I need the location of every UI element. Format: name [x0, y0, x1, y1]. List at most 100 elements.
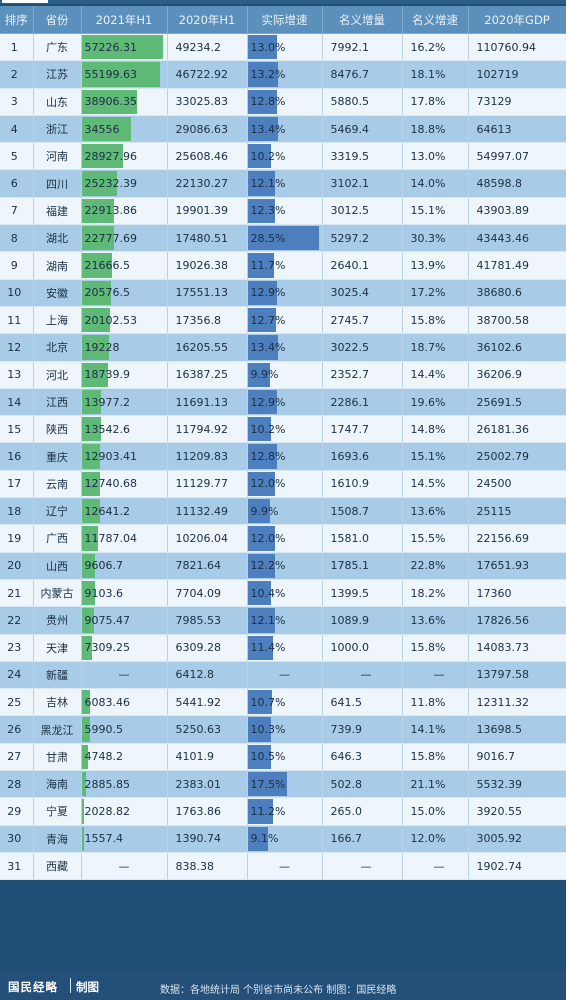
growth-bar: [247, 826, 269, 851]
table-row: 23 天津 7309.25 6309.28 11.4% 1000.0 15.8% 14083.…: [0, 634, 566, 662]
cell-real-growth: 12.7%: [247, 306, 323, 335]
growth-value-label: 12.9%: [250, 395, 286, 409]
growth-bar: [247, 280, 277, 305]
cell-province: 山东: [33, 88, 82, 116]
cell-province: 陕西: [33, 415, 82, 444]
gdp-value-label: 1557.4: [84, 832, 124, 846]
cell-h1-2020: 49234.2: [167, 33, 248, 62]
cell-nominal-increase: 7992.1: [322, 33, 403, 62]
cell-h1-2020: 6309.28: [167, 634, 248, 662]
table-row: 18 辽宁 12641.2 11132.49 9.9% 1508.7 13.6% 25115: [0, 497, 566, 526]
cell-nominal-growth: 18.2%: [402, 579, 469, 608]
growth-value-label: 12.3%: [250, 204, 286, 218]
cell-province: 浙江: [33, 115, 82, 144]
header-row: 排序 省份 2021年H1 2020年H1 实际增速 名义增量 名义增速 202…: [0, 6, 566, 34]
cell-nominal-increase: 3022.5: [322, 333, 403, 362]
cell-h1-2021: 9075.47: [81, 606, 168, 635]
gdp-value-label: 25232.39: [84, 177, 138, 191]
header-h1-2020: 2020年H1: [167, 6, 248, 34]
table-row: 9 湖南 21666.5 19026.38 11.7% 2640.1 13.9% 41781.…: [0, 251, 566, 280]
cell-real-growth: —: [247, 852, 323, 881]
gdp-bar: [81, 635, 92, 660]
cell-gdp-2020: 12311.32: [468, 688, 566, 717]
cell-h1-2021: 13542.6: [81, 415, 168, 444]
cell-province: 湖南: [33, 251, 82, 280]
growth-bar: [247, 608, 276, 633]
cell-h1-2020: 29086.63: [167, 115, 248, 144]
cell-province: 辽宁: [33, 497, 82, 526]
cell-nominal-increase: 1000.0: [322, 634, 403, 662]
cell-nominal-increase: 1581.0: [322, 524, 403, 553]
cell-province: 山西: [33, 552, 82, 580]
growth-value-label: 11.7%: [250, 259, 286, 273]
cell-h1-2020: 4101.9: [167, 743, 248, 772]
cell-h1-2020: 11209.83: [167, 442, 248, 471]
growth-bar: [247, 253, 275, 278]
cell-province: 安徽: [33, 279, 82, 307]
cell-h1-2020: 16387.25: [167, 361, 248, 389]
cell-province: 西藏: [33, 852, 82, 881]
gdp-bar: [81, 335, 109, 360]
cell-nominal-growth: 13.6%: [402, 497, 469, 526]
gdp-bar: [81, 471, 100, 497]
cell-nominal-growth: 22.8%: [402, 552, 469, 580]
cell-real-growth: 11.2%: [247, 797, 323, 826]
table-row: 27 甘肃 4748.2 4101.9 10.5% 646.3 15.8% 9016.7: [0, 743, 566, 772]
cell-gdp-2020: 17360: [468, 579, 566, 608]
gdp-value-label: 20576.5: [84, 286, 131, 300]
cell-gdp-2020: 43443.46: [468, 224, 566, 253]
cell-rank: 7: [0, 197, 34, 226]
cell-gdp-2020: 13698.5: [468, 715, 566, 744]
cell-h1-2021: —: [81, 661, 168, 690]
table-row: 4 浙江 34556 29086.63 13.4% 5469.4 18.8% 64613: [0, 115, 566, 144]
cell-province: 北京: [33, 333, 82, 362]
cell-nominal-growth: 18.8%: [402, 115, 469, 144]
table-row: 24 新疆 —6412.8— — —13797.58: [0, 661, 566, 690]
cell-rank: 2: [0, 60, 34, 89]
gdp-value-label: 12903.41: [84, 450, 138, 464]
gdp-value-label: 2028.82: [84, 804, 131, 818]
gdp-bar: [81, 226, 114, 251]
cell-gdp-2020: 41781.49: [468, 251, 566, 280]
gdp-value-label: 12740.68: [84, 477, 138, 491]
cell-h1-2021: 12903.41: [81, 442, 168, 471]
gdp-bar: [81, 389, 102, 415]
growth-value-label: 12.0%: [250, 477, 286, 491]
gdp-value-label: 38906.35: [84, 95, 138, 109]
cell-nominal-increase: 1508.7: [322, 497, 403, 526]
top-bar: [0, 0, 566, 4]
growth-value-label: 10.3%: [250, 723, 286, 737]
gdp-bar: [81, 826, 84, 851]
cell-h1-2021: 5990.5: [81, 715, 168, 744]
cell-province: 重庆: [33, 442, 82, 471]
cell-province: 河南: [33, 142, 82, 171]
cell-rank: 22: [0, 606, 34, 635]
table-row: 12 北京 19228 16205.55 13.4% 3022.5 18.7% 36102.6: [0, 333, 566, 362]
table-row: 8 湖北 22777.69 17480.51 28.5% 5297.2 30.3% 43443…: [0, 224, 566, 253]
table-row: 25 吉林 6083.46 5441.92 10.7% 641.5 11.8% 12311.3…: [0, 688, 566, 717]
cell-nominal-increase: —: [322, 852, 403, 881]
cell-real-growth: 10.4%: [247, 579, 323, 608]
cell-province: 贵州: [33, 606, 82, 635]
cell-nominal-increase: 502.8: [322, 770, 403, 799]
growth-value-label: 10.7%: [250, 695, 286, 709]
cell-nominal-growth: —: [402, 852, 469, 881]
cell-gdp-2020: 9016.7: [468, 743, 566, 772]
gdp-value-label: 34556: [84, 122, 120, 136]
gdp-bar: [81, 608, 95, 633]
cell-gdp-2020: 110760.94: [468, 33, 566, 62]
cell-real-growth: 13.4%: [247, 333, 323, 362]
cell-h1-2020: 11129.77: [167, 470, 248, 499]
cell-nominal-increase: 166.7: [322, 825, 403, 853]
cell-h1-2020: 838.38: [167, 852, 248, 881]
cell-h1-2021: 20102.53: [81, 306, 168, 335]
growth-value-label: 12.8%: [250, 95, 286, 109]
growth-value-label: 13.2%: [250, 67, 286, 81]
gdp-value-label: 12641.2: [84, 504, 131, 518]
cell-h1-2020: 7704.09: [167, 579, 248, 608]
gdp-value-label: 11787.04: [84, 531, 138, 545]
table-row: 17 云南 12740.68 11129.77 12.0% 1610.9 14.5% 2450…: [0, 470, 566, 499]
growth-bar: [247, 307, 277, 333]
cell-rank: 23: [0, 634, 34, 662]
